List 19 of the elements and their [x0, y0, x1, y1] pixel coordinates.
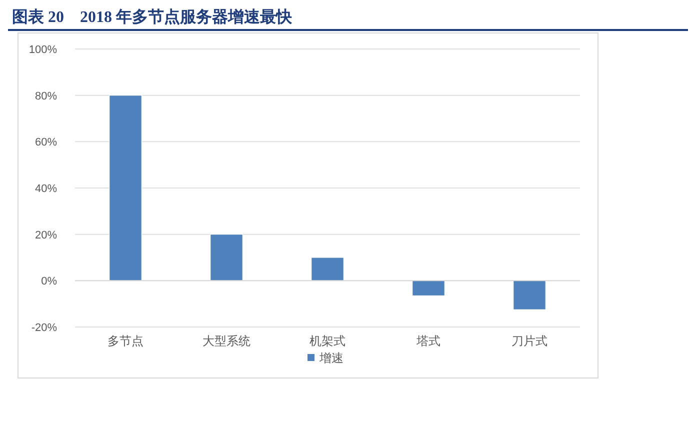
x-tick-label: 机架式	[310, 334, 346, 348]
y-tick-label: 40%	[34, 183, 58, 195]
bar	[412, 280, 445, 296]
x-tick-label: 塔式	[416, 334, 440, 348]
y-tick-label: 100%	[28, 44, 58, 56]
x-tick-label: 刀片式	[512, 334, 548, 348]
y-tick-label: 20%	[34, 229, 58, 242]
bar	[210, 234, 243, 281]
y-tick-label: 0%	[41, 276, 58, 288]
x-tick-label: 多节点	[108, 334, 144, 348]
chart-title: 图表 20 2018 年多节点服务器增速最快	[12, 8, 293, 26]
legend-label: 增速	[318, 351, 344, 365]
x-tick-label: 大型系统	[202, 334, 250, 348]
bar	[109, 95, 142, 281]
y-tick-label: 60%	[34, 136, 58, 149]
bar	[311, 257, 344, 281]
bar	[513, 280, 546, 310]
y-tick-label: 80%	[34, 90, 58, 102]
y-tick-label: -20%	[31, 322, 58, 334]
